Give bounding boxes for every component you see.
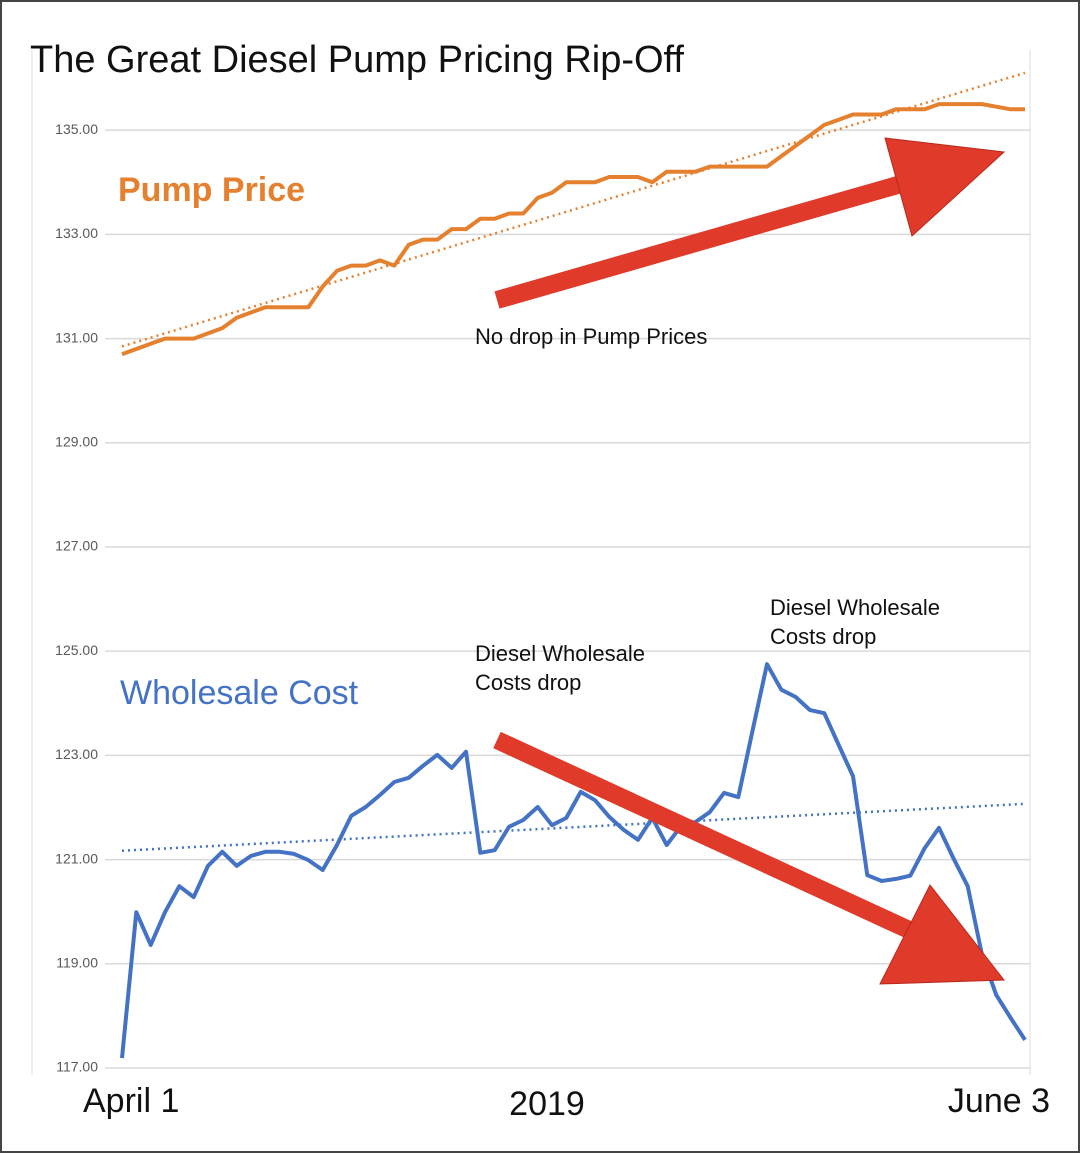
x-tick-label: April 1: [83, 1082, 179, 1120]
series-line: [120, 662, 1027, 1059]
series-label: Pump Price: [118, 171, 305, 209]
arrow-shaft: [493, 731, 924, 944]
annotation: Diesel Wholesale: [770, 595, 940, 620]
arrow-head: [884, 137, 1006, 237]
annotation: Costs drop: [475, 670, 581, 695]
y-tick-label: 123.00: [55, 746, 98, 762]
y-tick-label: 129.00: [55, 433, 98, 449]
plot: [120, 71, 1027, 1059]
annotation: Costs drop: [770, 624, 876, 649]
y-tick-label: 127.00: [55, 538, 98, 554]
y-tick-label: 125.00: [55, 642, 98, 658]
y-tick-label: 131.00: [55, 329, 98, 345]
y-tick-label: 121.00: [55, 850, 98, 866]
x-axis-label: 2019: [509, 1085, 585, 1123]
x-tick-label: June 3: [948, 1082, 1050, 1120]
y-tick-label: 117.00: [56, 1059, 98, 1075]
trendline: [121, 71, 1026, 348]
y-tick-label: 119.00: [56, 954, 98, 970]
series-line: [121, 102, 1025, 357]
arrow-head: [879, 884, 1005, 985]
annotation: No drop in Pump Prices: [475, 324, 707, 349]
trendline: [121, 802, 1026, 852]
arrows: [493, 137, 1006, 985]
annotation: Diesel Wholesale: [475, 641, 645, 666]
chart-title: The Great Diesel Pump Pricing Rip-Off: [30, 39, 684, 81]
arrow-shaft: [494, 171, 918, 309]
y-tick-label: 133.00: [55, 225, 98, 241]
grid: 117.00 119.00 121.00 123.00 125.00 127.00 129.…: [55, 121, 1030, 1075]
y-tick-label: 135.00: [55, 121, 98, 137]
series-label: Wholesale Cost: [120, 674, 359, 712]
